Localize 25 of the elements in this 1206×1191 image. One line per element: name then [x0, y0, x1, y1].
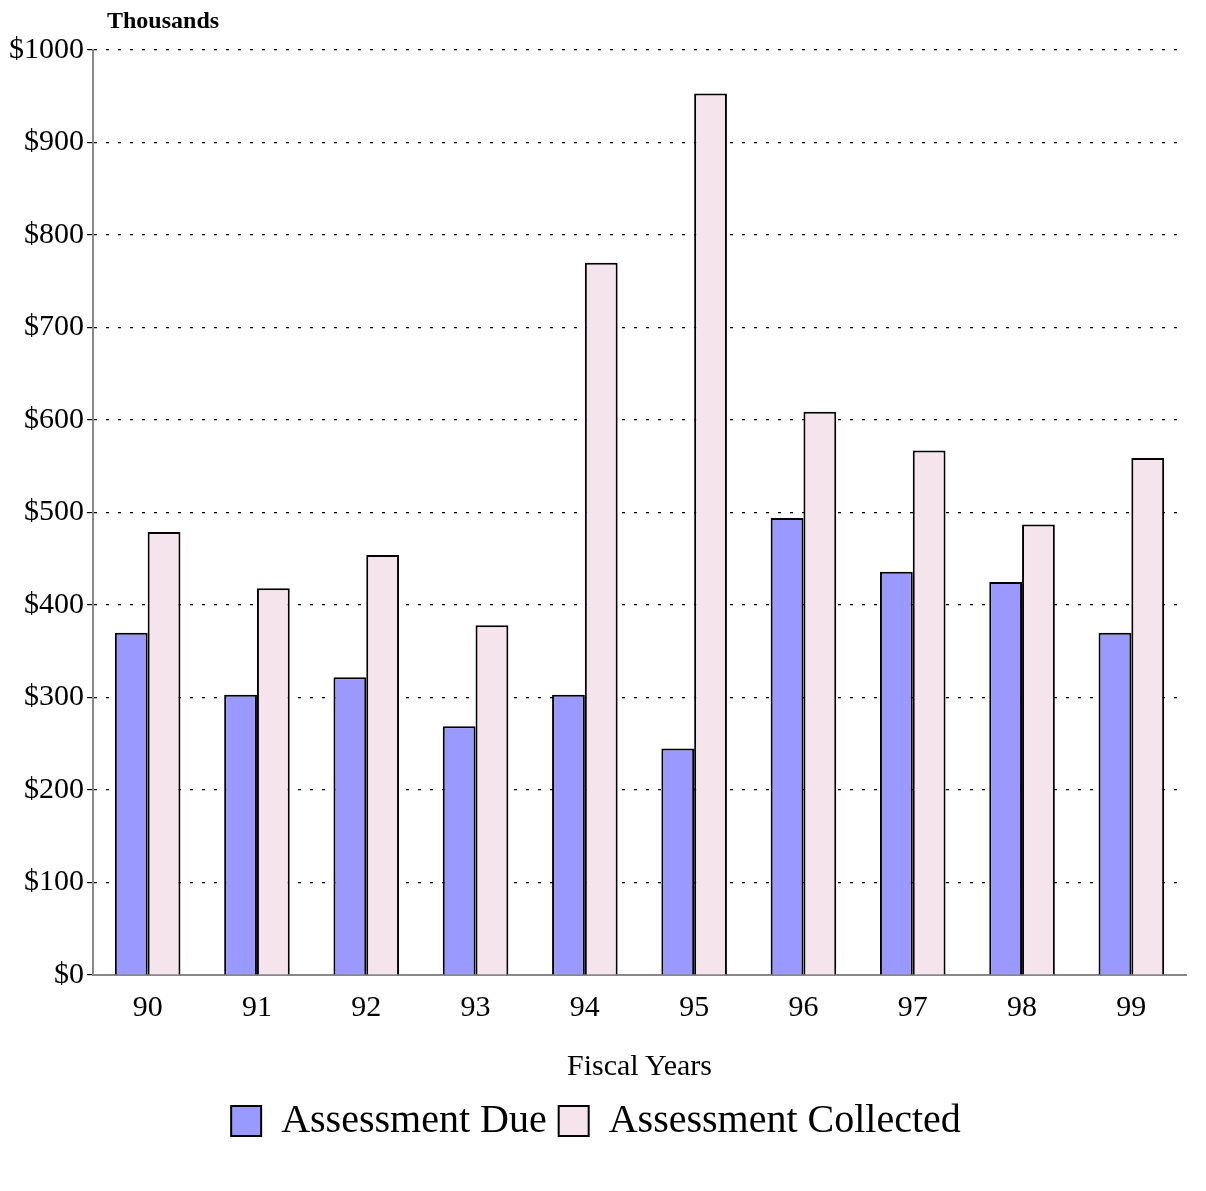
y-axis-title: Thousands: [107, 7, 220, 34]
y-tick-label: $0: [54, 955, 84, 989]
x-tick-label: 93: [460, 988, 491, 1022]
x-tick-label: 91: [241, 988, 272, 1022]
y-tick-label: $300: [24, 678, 84, 712]
x-axis-title: Fiscal Years: [566, 1047, 713, 1081]
y-tick-label: $600: [24, 400, 84, 434]
x-tick-label: 97: [897, 988, 928, 1022]
x-tick-label: 95: [679, 988, 710, 1022]
y-tick-label: $100: [24, 863, 84, 897]
y-tick-label: $700: [24, 308, 84, 342]
legend-label: Assessment Due: [281, 1095, 547, 1141]
y-tick-label: $400: [24, 585, 84, 619]
x-tick-label: 90: [132, 988, 163, 1022]
x-tick-label: 98: [1007, 988, 1038, 1022]
y-tick-label: $900: [24, 123, 84, 157]
x-tick-label: 92: [351, 988, 382, 1022]
y-tick-label: $1000: [9, 30, 84, 64]
y-tick-label: $800: [24, 215, 84, 249]
y-tick-label: $500: [24, 493, 84, 527]
x-tick-label: 96: [788, 988, 819, 1022]
legend-label: Assessment Collected: [608, 1095, 961, 1141]
x-tick-label: 94: [569, 988, 600, 1022]
x-tick-label: 99: [1116, 988, 1147, 1022]
y-tick-label: $200: [24, 770, 84, 804]
